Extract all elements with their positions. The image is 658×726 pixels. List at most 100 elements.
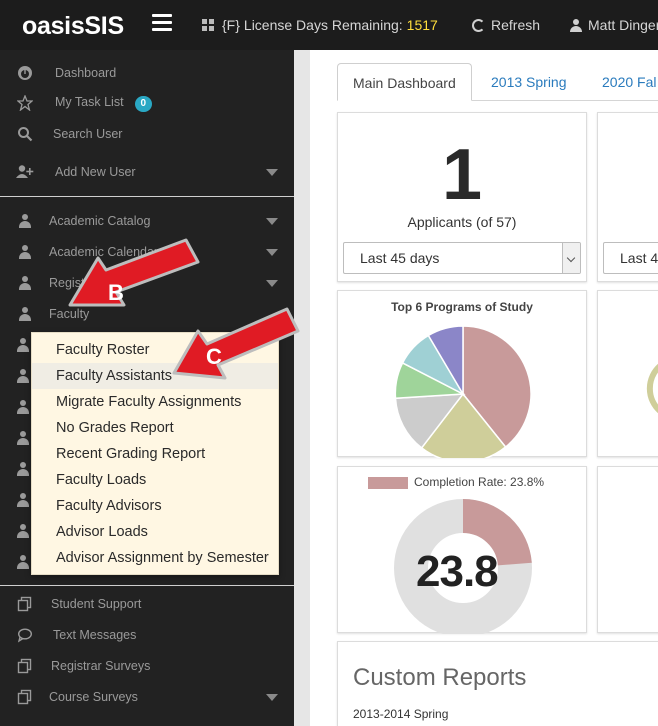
sidebar-item-academic-catalog[interactable]: Academic Catalog bbox=[0, 208, 294, 234]
menu-item-faculty-loads[interactable]: Faculty Loads bbox=[56, 472, 147, 488]
chevron-down-icon[interactable] bbox=[266, 169, 278, 176]
person-icon bbox=[17, 338, 30, 353]
date-range-select[interactable]: Last 45 days bbox=[343, 242, 581, 274]
chevron-down-icon[interactable] bbox=[266, 694, 278, 701]
date-range-value-2: Last 4 bbox=[620, 250, 658, 266]
copy-icon bbox=[17, 596, 33, 612]
menu-item-faculty-advisors[interactable]: Faculty Advisors bbox=[56, 498, 162, 514]
annotation-label-b: B bbox=[108, 280, 124, 305]
sidebar-item-course-surveys[interactable]: Course Surveys bbox=[0, 684, 294, 710]
sidebar-item-label: Text Messages bbox=[53, 628, 137, 642]
custom-report-item[interactable]: 2013-2014 Spring bbox=[353, 707, 449, 721]
person-icon bbox=[17, 275, 33, 291]
chevron-down-icon[interactable] bbox=[562, 243, 580, 273]
programs-chart-title: Top 6 Programs of Study bbox=[391, 300, 533, 314]
chevron-down-icon[interactable] bbox=[266, 218, 278, 225]
sidebar-item-label: Course Surveys bbox=[49, 690, 138, 704]
menu-item-advisor-assignment-by-semester[interactable]: Advisor Assignment by Semester bbox=[56, 550, 269, 566]
person-icon bbox=[17, 462, 30, 477]
top-navbar: oasisSIS {F} License Days Remaining: 151… bbox=[0, 0, 658, 50]
refresh-button[interactable]: Refresh bbox=[472, 0, 540, 50]
sidebar-item-my-task-list[interactable]: My Task List 0 bbox=[0, 90, 294, 116]
sidebar-item-label: Add New User bbox=[55, 165, 136, 179]
sidebar-item-label: Registrar bbox=[49, 276, 100, 290]
person-icon bbox=[17, 400, 30, 415]
hamburger-menu-icon[interactable] bbox=[152, 14, 172, 32]
custom-reports-title: Custom Reports bbox=[353, 664, 527, 691]
chevron-down-icon[interactable] bbox=[266, 280, 278, 287]
second-chart-card bbox=[597, 290, 658, 457]
sidebar-item-text-messages[interactable]: Text Messages bbox=[0, 622, 294, 648]
donut-completion-arc[interactable] bbox=[462, 499, 532, 567]
person-icon bbox=[17, 369, 30, 384]
sidebar-item-label: Search User bbox=[53, 127, 123, 141]
add-user-icon bbox=[16, 164, 34, 180]
person-icon bbox=[17, 524, 30, 539]
person-icon bbox=[17, 493, 30, 508]
sidebar-item-registrar[interactable]: Registrar bbox=[0, 270, 294, 296]
refresh-label: Refresh bbox=[491, 17, 541, 33]
applicants-count: 1 bbox=[441, 135, 483, 215]
sidebar-item-label: Faculty bbox=[49, 307, 90, 321]
sidebar-item-academic-calendar[interactable]: Academic Calendar bbox=[0, 239, 294, 265]
menu-item-faculty-roster[interactable]: Faculty Roster bbox=[56, 342, 150, 358]
tab-2013-spring[interactable]: 2013 Spring bbox=[491, 74, 567, 90]
license-days-indicator: {F} License Days Remaining: 1517 bbox=[202, 0, 438, 50]
tab-main-dashboard[interactable]: Main Dashboard bbox=[337, 63, 472, 101]
search-icon bbox=[17, 126, 33, 142]
sidebar-item-faculty[interactable]: Faculty bbox=[0, 301, 294, 327]
brand-logo[interactable]: oasisSIS bbox=[22, 12, 124, 40]
license-days-value: 1517 bbox=[406, 17, 438, 33]
date-range-select-2[interactable]: Last 4 bbox=[603, 242, 658, 274]
pie-slice-1[interactable] bbox=[462, 325, 532, 449]
partial-chart bbox=[646, 363, 658, 414]
sidebar-item-search-user[interactable]: Search User bbox=[0, 121, 294, 147]
my-task-list-label: My Task List bbox=[55, 94, 124, 109]
sidebar-item-student-support[interactable]: Student Support bbox=[0, 591, 294, 617]
menu-item-no-grades-report[interactable]: No Grades Report bbox=[56, 420, 174, 436]
sidebar-item-label: Registrar Surveys bbox=[51, 659, 151, 673]
completion-rate-card: Completion Rate: 23.8% 23.8 bbox=[337, 466, 587, 634]
completion-donut-chart bbox=[394, 499, 532, 634]
chevron-down-icon[interactable] bbox=[266, 249, 278, 256]
sidebar-item-registrar-surveys[interactable]: Registrar Surveys bbox=[0, 653, 294, 679]
tab-divider bbox=[337, 100, 658, 101]
sidebar-divider bbox=[0, 585, 294, 586]
user-menu[interactable]: Matt Dinger bbox=[570, 0, 658, 50]
annotation-label-c: C bbox=[206, 344, 222, 369]
second-stat-card: Last 4 bbox=[597, 112, 658, 282]
task-count-badge: 0 bbox=[134, 95, 153, 112]
sidebar-item-add-new-user[interactable]: Add New User bbox=[0, 159, 294, 185]
copy-icon bbox=[17, 658, 33, 674]
sidebar-item-label: Dashboard bbox=[55, 66, 117, 80]
license-prefix: {F} bbox=[222, 17, 240, 33]
custom-reports-card: Custom Reports 2013-2014 Spring bbox=[337, 641, 658, 726]
menu-item-faculty-assistants[interactable]: Faculty Assistants bbox=[32, 363, 278, 389]
completion-legend: Completion Rate: 23.8% bbox=[414, 475, 545, 489]
menu-item-recent-grading-report[interactable]: Recent Grading Report bbox=[56, 446, 206, 462]
grid-icon bbox=[202, 19, 214, 31]
chat-icon bbox=[17, 627, 33, 643]
faculty-dropdown-menu: Faculty Roster Faculty Assistants Migrat… bbox=[31, 332, 279, 575]
person-icon bbox=[17, 306, 33, 322]
license-label: License Days Remaining: bbox=[243, 17, 403, 33]
person-icon bbox=[17, 213, 33, 229]
sidebar-item-label: My Task List 0 bbox=[55, 94, 153, 112]
completion-rate-value: 23.8 bbox=[416, 547, 499, 596]
programs-chart-card: Top 6 Programs of Study bbox=[337, 290, 587, 458]
third-chart-card bbox=[597, 466, 658, 633]
menu-item-advisor-loads[interactable]: Advisor Loads bbox=[56, 524, 148, 540]
person-icon bbox=[17, 555, 30, 570]
menu-item-migrate-faculty-assignments[interactable]: Migrate Faculty Assignments bbox=[56, 394, 242, 410]
tab-2020-fall[interactable]: 2020 Fal bbox=[602, 74, 657, 90]
sidebar-item-label: Student Support bbox=[51, 597, 142, 611]
sidebar-item-label: Academic Calendar bbox=[49, 245, 159, 259]
dashboard-icon bbox=[17, 65, 33, 81]
sidebar-item-label: Academic Catalog bbox=[49, 214, 151, 228]
user-name: Matt Dinger bbox=[588, 17, 658, 33]
pie-slice-6[interactable] bbox=[427, 325, 464, 397]
legend-swatch bbox=[368, 477, 408, 489]
sidebar-item-dashboard[interactable]: Dashboard bbox=[0, 60, 294, 86]
star-icon bbox=[16, 94, 34, 112]
person-icon bbox=[17, 431, 30, 446]
